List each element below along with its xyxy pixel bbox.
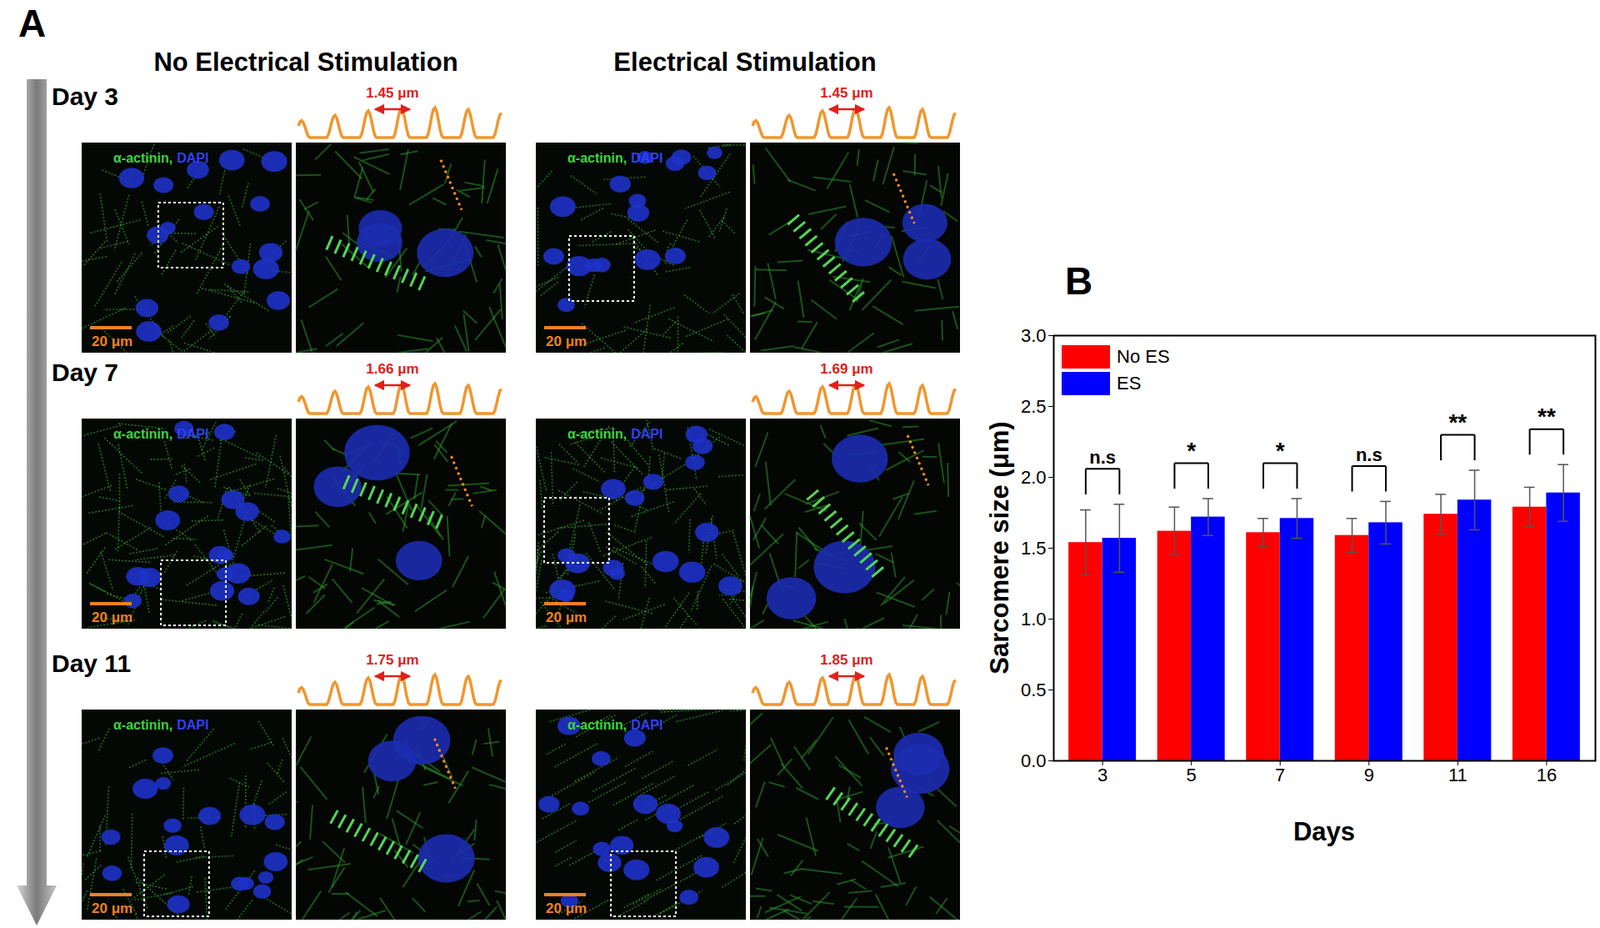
svg-text:α-actinin,DAPI: α-actinin,DAPI xyxy=(567,717,663,732)
svg-text:5: 5 xyxy=(1186,764,1197,785)
svg-text:1.45 μm: 1.45 μm xyxy=(820,85,873,101)
svg-text:No Electrical Stimulation: No Electrical Stimulation xyxy=(153,47,458,77)
svg-text:*: * xyxy=(1275,437,1285,464)
svg-text:α-actinin,DAPI: α-actinin,DAPI xyxy=(113,150,209,165)
svg-text:α-actinin,DAPI: α-actinin,DAPI xyxy=(567,150,663,165)
svg-text:*: * xyxy=(1186,437,1196,464)
svg-text:2.5: 2.5 xyxy=(1020,395,1047,417)
svg-text:9: 9 xyxy=(1364,764,1375,785)
svg-text:2.0: 2.0 xyxy=(1020,466,1047,488)
svg-text:11: 11 xyxy=(1448,764,1468,785)
svg-text:20 μm: 20 μm xyxy=(545,333,587,350)
svg-text:20 μm: 20 μm xyxy=(91,333,133,350)
svg-text:1.66 μm: 1.66 μm xyxy=(365,360,419,377)
html-text:ES: ES xyxy=(1116,372,1142,394)
svg-text:1.85 μm: 1.85 μm xyxy=(820,651,873,668)
svg-text:Electrical Stimulation: Electrical Stimulation xyxy=(613,47,876,77)
svg-text:7: 7 xyxy=(1275,764,1285,785)
svg-text:α-actinin,DAPI: α-actinin,DAPI xyxy=(567,426,663,441)
svg-text:1.69 μm: 1.69 μm xyxy=(820,360,873,377)
svg-text:Day 11: Day 11 xyxy=(51,649,131,677)
svg-text:α-actinin,DAPI: α-actinin,DAPI xyxy=(113,426,209,441)
svg-text:16: 16 xyxy=(1536,764,1557,785)
svg-text:0.5: 0.5 xyxy=(1020,679,1047,700)
svg-text:20 μm: 20 μm xyxy=(545,900,587,916)
svg-text:3: 3 xyxy=(1097,764,1108,785)
svg-text:Day 3: Day 3 xyxy=(51,82,119,110)
svg-text:**: ** xyxy=(1448,409,1467,435)
svg-text:n.s: n.s xyxy=(1355,444,1383,465)
svg-text:1.0: 1.0 xyxy=(1020,608,1047,630)
svg-text:1.75 μm: 1.75 μm xyxy=(365,651,419,668)
svg-text:α-actinin,DAPI: α-actinin,DAPI xyxy=(113,717,209,732)
svg-text:3.0: 3.0 xyxy=(1020,325,1047,346)
svg-text:20 μm: 20 μm xyxy=(545,609,587,625)
svg-text:20 μm: 20 μm xyxy=(91,609,133,625)
svg-text:1.45 μm: 1.45 μm xyxy=(365,85,419,101)
html-text:B: B xyxy=(1065,259,1093,303)
html-text:Days: Days xyxy=(1293,816,1356,846)
html-text:No ES: No ES xyxy=(1116,345,1170,367)
svg-text:n.s: n.s xyxy=(1089,446,1116,468)
svg-text:**: ** xyxy=(1537,403,1556,430)
html-text:Sarcomere size (μm): Sarcomere size (μm) xyxy=(985,421,1015,674)
svg-text:20 μm: 20 μm xyxy=(91,900,133,916)
svg-text:A: A xyxy=(18,1,46,45)
svg-text:0.0: 0.0 xyxy=(1020,750,1047,771)
svg-text:Day 7: Day 7 xyxy=(51,358,119,386)
svg-text:1.5: 1.5 xyxy=(1020,537,1047,559)
